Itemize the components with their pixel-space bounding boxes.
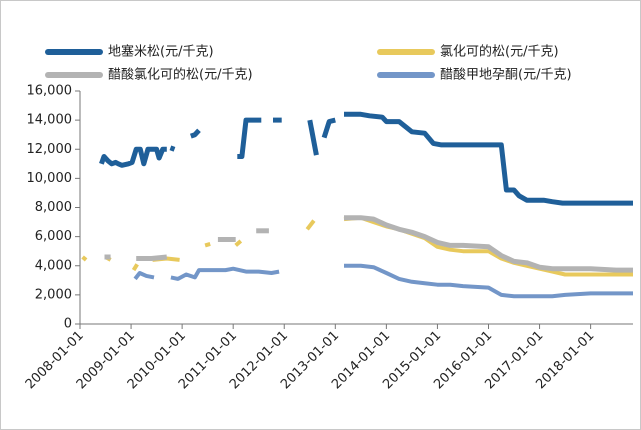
series-1-line-segment <box>307 119 319 156</box>
series-2-line-segment <box>305 219 316 231</box>
series-layer <box>81 111 633 299</box>
y-tick-label: 14,000 <box>27 113 73 128</box>
series-2-line-segment <box>234 239 243 247</box>
series-3-line-segment <box>136 254 168 261</box>
y-tick-label: 10,000 <box>27 171 73 186</box>
series-2-line-segment <box>204 241 211 248</box>
axes <box>79 91 633 325</box>
legend-label-series-2: 氯化可的松(元/千克) <box>440 44 559 60</box>
series-4-line-segment <box>170 266 280 281</box>
y-tick-label: 6,000 <box>35 229 72 244</box>
series-3-line-segment <box>344 215 633 273</box>
series-4-line-segment <box>133 271 155 281</box>
series-1-line-segment <box>237 117 262 159</box>
legend-label-series-1: 地塞米松(元/千克) <box>108 44 214 60</box>
series-2-line-segment <box>81 255 88 262</box>
legend-label-series-4: 醋酸甲地孕酮(元/千克) <box>440 67 572 83</box>
series-1-line-segment <box>99 146 167 168</box>
legend: 地塞米松(元/千克) 氯化可的松(元/千克) 醋酸氯化可的松(元/千克) 醋酸甲地孕酮… <box>45 44 572 83</box>
series-1-line-segment <box>169 145 176 152</box>
legend-label-series-3: 醋酸氯化可的松(元/千克) <box>108 67 253 83</box>
y-tick-label: 0 <box>64 317 72 332</box>
y-tick-label: 12,000 <box>27 142 73 157</box>
series-1-line-segment <box>321 117 336 139</box>
series-1-line-segment <box>344 111 633 206</box>
series-1-line-segment <box>189 128 201 139</box>
y-tick-label: 8,000 <box>35 200 72 215</box>
y-tick-label: 2,000 <box>35 287 72 302</box>
x-ticks: 2008-01-012009-01-012010-01-012011-01-01… <box>23 324 597 392</box>
y-tick-label: 4,000 <box>35 258 72 273</box>
series-2-line-segment <box>131 263 139 272</box>
series-4-line-segment <box>344 263 633 299</box>
y-ticks: 0 2,000 4,000 6,000 8,000 10,000 12,000 14,000 1… <box>27 84 80 332</box>
y-tick-label: 16,000 <box>27 84 73 99</box>
